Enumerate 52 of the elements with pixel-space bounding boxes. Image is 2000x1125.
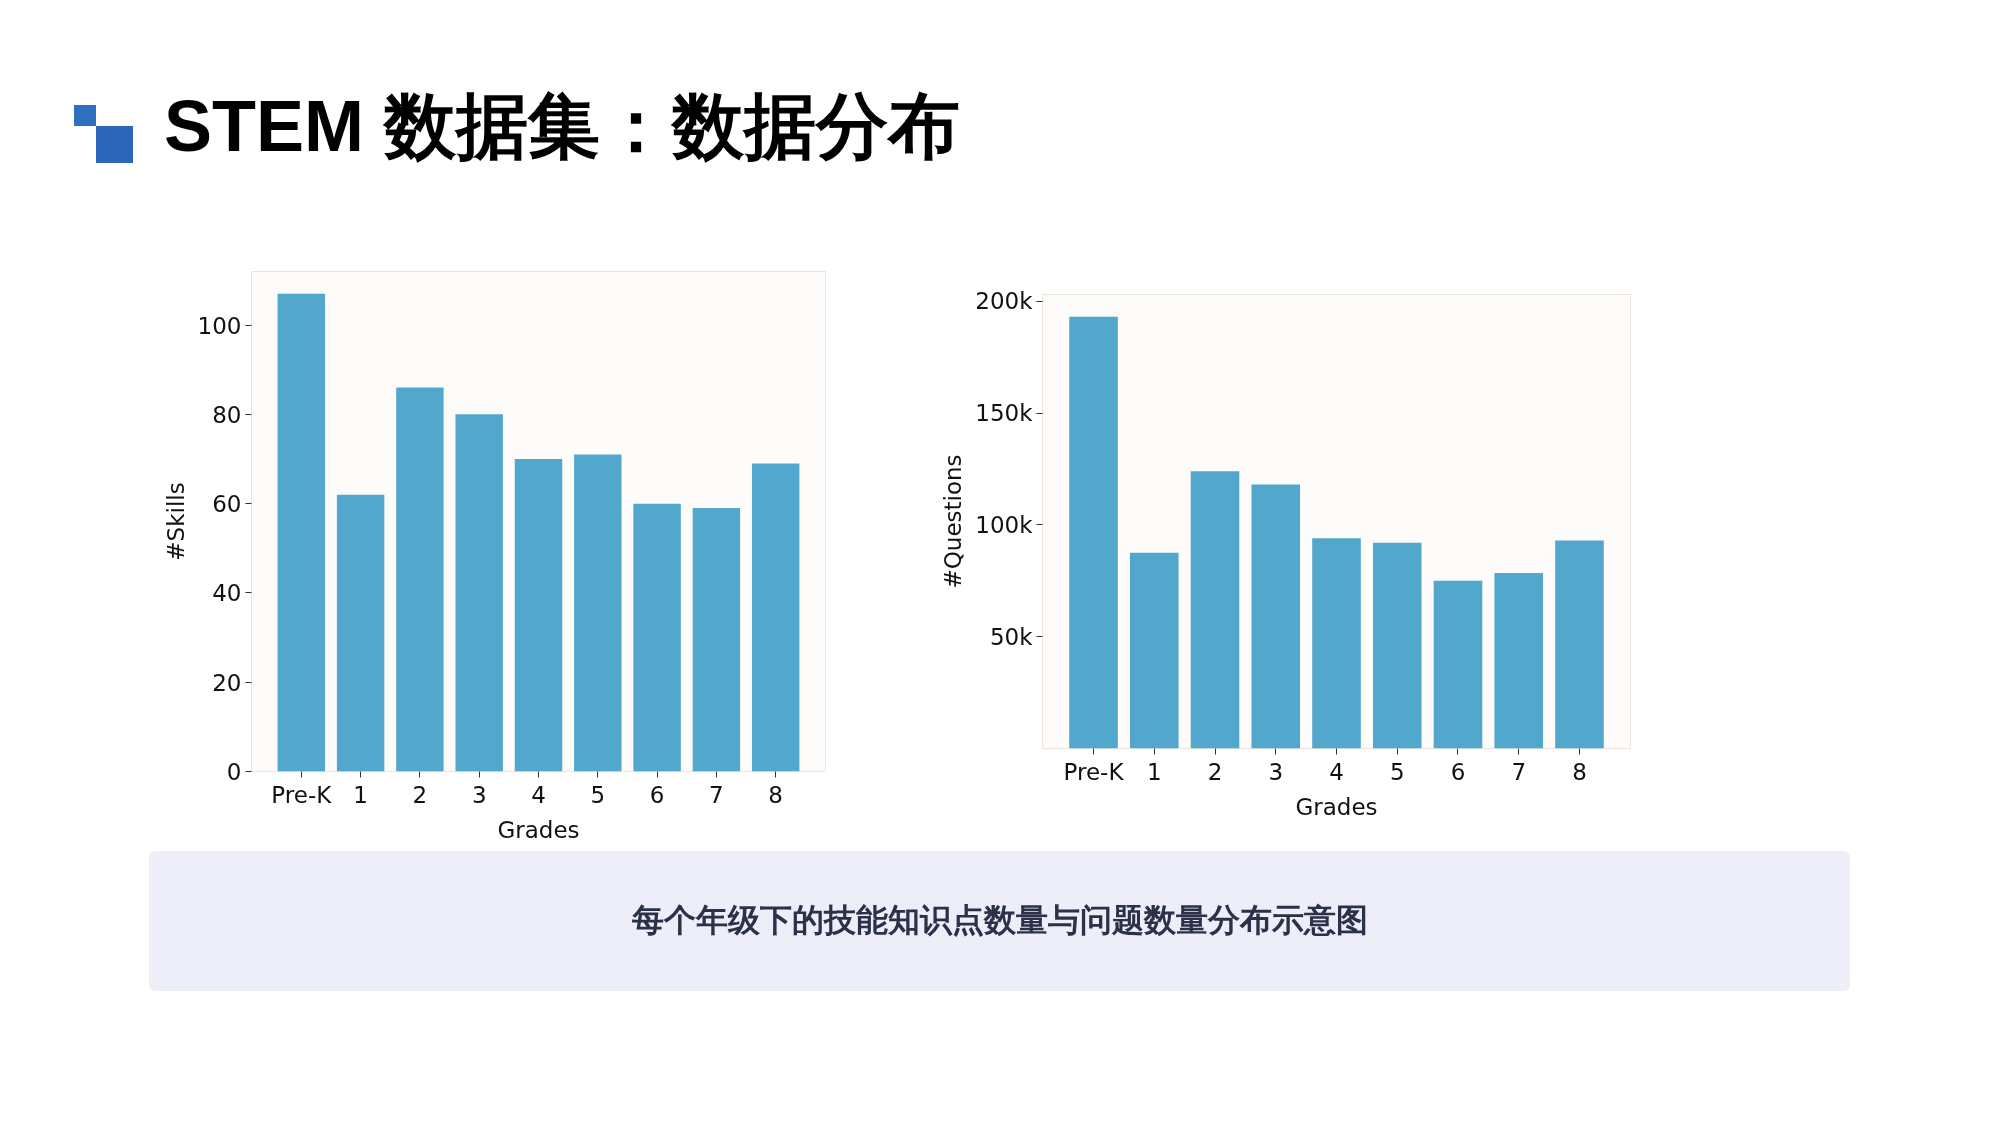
bar (396, 387, 444, 772)
bar (514, 459, 563, 772)
bar (277, 293, 326, 772)
x-tick-label: 3 (471, 781, 487, 808)
y-tick-label: 80 (212, 401, 242, 428)
bar (1555, 540, 1604, 749)
bar (1251, 484, 1301, 749)
bar (1190, 471, 1240, 749)
y-tick-label: 20 (212, 669, 242, 696)
y-tick-label: 40 (212, 580, 242, 607)
x-tick-label: 2 (1207, 758, 1223, 785)
x-tick-label: 5 (1389, 758, 1405, 785)
x-tick-label: 2 (412, 781, 428, 808)
chart-title: STEM 数据集：数据分布 (164, 85, 961, 168)
y-tick-label: 200k (975, 288, 1034, 315)
bar (1494, 572, 1544, 749)
bar (751, 463, 800, 772)
x-tick-label: 1 (1146, 758, 1162, 785)
x-tick-label: 7 (1511, 758, 1527, 785)
y-tick-label: 150k (975, 400, 1034, 427)
x-tick-label: 4 (531, 781, 546, 808)
y-tick-label: 60 (212, 491, 242, 518)
x-tick-label: 8 (768, 781, 784, 808)
bar (1372, 542, 1422, 749)
x-tick-label: 5 (590, 781, 606, 808)
x-axis-title: Grades (1295, 793, 1378, 820)
x-tick-label: 7 (709, 781, 724, 808)
text: 每个年级下的技能知识点数量与问题数量分布示意图 (149, 851, 1850, 991)
x-tick-label: 8 (1572, 758, 1587, 785)
x-tick-label: 4 (1329, 758, 1344, 785)
bar (1129, 552, 1179, 749)
bar (633, 503, 681, 772)
y-axis-title: #Questions (940, 454, 967, 589)
y-tick-label: 0 (226, 759, 242, 785)
x-tick-label: 6 (649, 781, 665, 808)
bar (336, 494, 385, 772)
y-tick-label: 50k (989, 623, 1034, 650)
x-tick-label: Pre-K (271, 781, 333, 808)
x-tick-label: Pre-K (1063, 758, 1125, 785)
bar (1069, 316, 1118, 749)
x-axis-title: Grades (497, 816, 580, 843)
x-tick-label: 1 (353, 781, 368, 808)
y-axis-title: #Skills (162, 482, 189, 561)
bar (455, 414, 503, 772)
bar (574, 454, 622, 772)
y-tick-label: 100k (975, 511, 1034, 538)
bar (1433, 580, 1483, 749)
bar (1312, 538, 1361, 749)
x-tick-label: 6 (1450, 758, 1466, 785)
bar (692, 508, 741, 772)
x-tick-label: 3 (1268, 758, 1284, 785)
y-tick-label: 100 (197, 312, 242, 339)
